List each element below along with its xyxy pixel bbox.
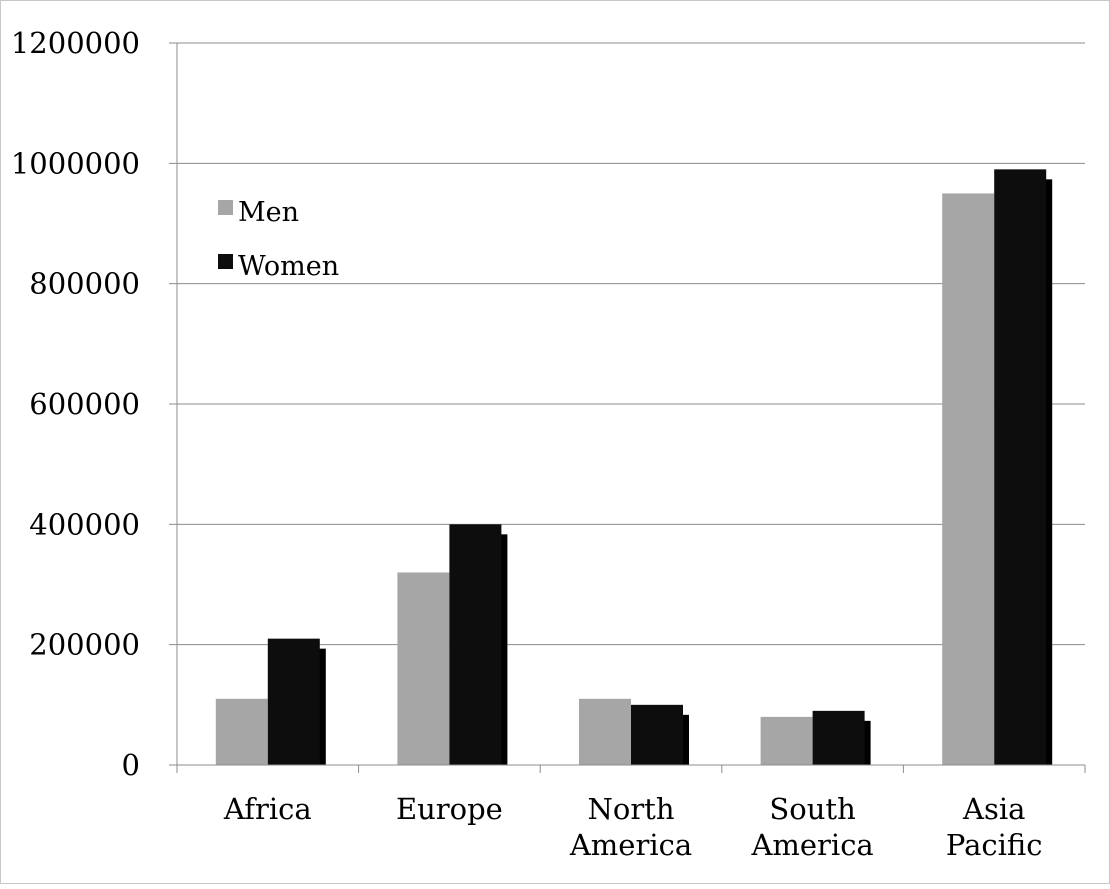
legend: Men Women xyxy=(218,197,339,282)
bar xyxy=(994,169,1047,766)
y-tick-label: 600000 xyxy=(29,387,140,421)
bar xyxy=(267,638,320,765)
bar xyxy=(215,698,268,765)
x-tick-label: North xyxy=(587,792,674,826)
y-tick-label: 200000 xyxy=(29,628,140,662)
y-tick-label: 1000000 xyxy=(11,146,140,180)
y-tick-label: 800000 xyxy=(29,267,140,301)
bar xyxy=(449,524,502,765)
x-tick-label: Asia xyxy=(962,792,1025,826)
y-tick-label: 1200000 xyxy=(11,26,140,60)
bars xyxy=(215,169,1053,766)
x-tick-label: Africa xyxy=(223,792,312,826)
bar xyxy=(397,572,450,765)
x-tick-label: South xyxy=(769,792,855,826)
bar xyxy=(942,193,995,765)
bar xyxy=(579,698,631,765)
axes: 0 200000 400000 600000 800000 1000000 1200000 A… xyxy=(11,26,1086,862)
bar xyxy=(631,704,683,765)
legend-swatch xyxy=(218,254,233,269)
x-tick-label: Pacific xyxy=(946,828,1043,862)
legend-label: Men xyxy=(238,197,299,228)
y-tick-label: 400000 xyxy=(29,507,140,541)
x-tick-label: Europe xyxy=(396,792,503,826)
bar xyxy=(812,710,865,765)
legend-label: Women xyxy=(238,251,339,282)
bar xyxy=(760,716,813,765)
x-tick-label: America xyxy=(569,828,692,862)
x-tick-label: America xyxy=(750,828,873,862)
legend-swatch xyxy=(218,200,233,215)
y-tick-label: 0 xyxy=(122,748,140,782)
gridlines xyxy=(169,42,1085,646)
